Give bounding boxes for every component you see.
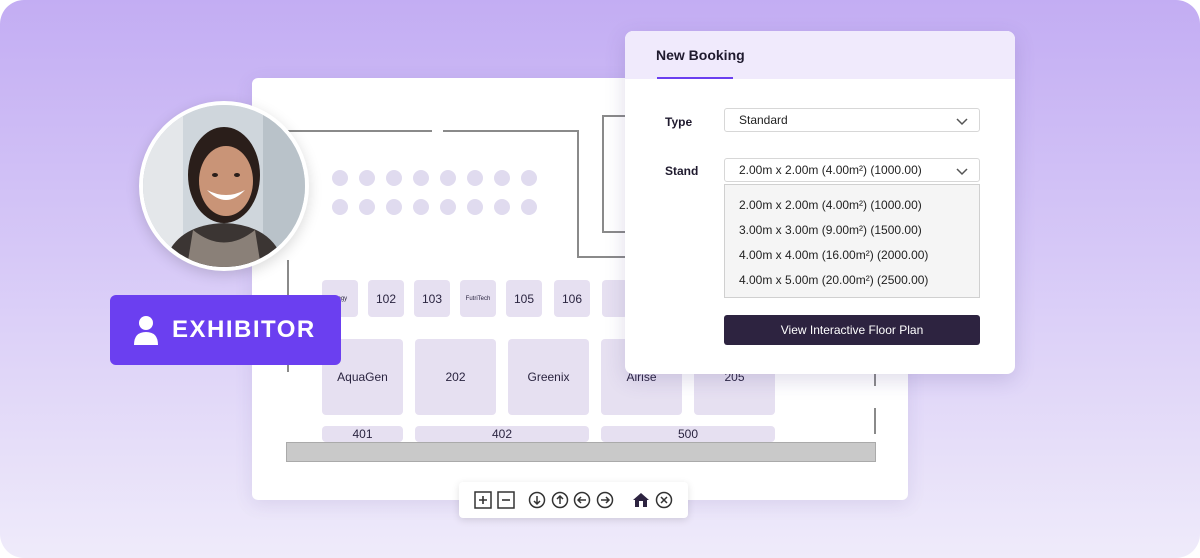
seat bbox=[332, 170, 348, 186]
stand[interactable]: 500 bbox=[601, 426, 775, 442]
dropdown-option[interactable]: 4.00m x 5.00m (20.00m²) (2500.00) bbox=[739, 273, 929, 287]
pan-right-icon[interactable] bbox=[596, 491, 614, 509]
seat bbox=[521, 199, 537, 215]
stand[interactable] bbox=[602, 280, 628, 317]
seat bbox=[359, 170, 375, 186]
seat bbox=[467, 170, 483, 186]
user-icon bbox=[134, 316, 158, 345]
active-tab-indicator bbox=[657, 77, 733, 79]
seat bbox=[440, 170, 456, 186]
stand[interactable]: 106 bbox=[554, 280, 590, 317]
new-booking-panel: New Booking Type Standard Stand 2.00m x … bbox=[625, 31, 1015, 374]
seat bbox=[413, 170, 429, 186]
stand[interactable]: 202 bbox=[415, 339, 496, 415]
type-label: Type bbox=[665, 115, 693, 129]
stand-select[interactable]: 2.00m x 2.00m (4.00m²) (1000.00) bbox=[724, 158, 980, 182]
dropdown-option[interactable]: 4.00m x 4.00m (16.00m²) (2000.00) bbox=[739, 248, 929, 262]
chevron-down-icon bbox=[956, 118, 968, 126]
seat bbox=[359, 199, 375, 215]
seat bbox=[440, 199, 456, 215]
pan-left-icon[interactable] bbox=[573, 491, 591, 509]
panel-header: New Booking bbox=[625, 31, 1015, 79]
wall bbox=[286, 130, 432, 132]
seat bbox=[467, 199, 483, 215]
stand-label: Stand bbox=[665, 164, 699, 178]
chevron-down-icon bbox=[956, 168, 968, 176]
person-photo-icon bbox=[143, 105, 305, 267]
seat bbox=[332, 199, 348, 215]
wall bbox=[874, 368, 876, 386]
stand-select-value: 2.00m x 2.00m (4.00m²) (1000.00) bbox=[739, 163, 922, 177]
seat bbox=[413, 199, 429, 215]
stand[interactable]: 103 bbox=[414, 280, 450, 317]
type-select[interactable]: Standard bbox=[724, 108, 980, 132]
seat bbox=[494, 170, 510, 186]
stand[interactable]: 102 bbox=[368, 280, 404, 317]
pan-down-icon[interactable] bbox=[528, 491, 546, 509]
stand[interactable]: Greenix bbox=[508, 339, 589, 415]
seat bbox=[521, 170, 537, 186]
wall bbox=[577, 130, 579, 258]
stand-dropdown: 2.00m x 2.00m (4.00m²) (1000.00) 3.00m x… bbox=[724, 184, 980, 298]
dropdown-option[interactable]: 2.00m x 2.00m (4.00m²) (1000.00) bbox=[739, 198, 922, 212]
stand[interactable]: 105 bbox=[506, 280, 542, 317]
map-toolbar bbox=[459, 482, 688, 518]
exhibitor-label: EXHIBITOR bbox=[172, 316, 316, 343]
stand[interactable]: 402 bbox=[415, 426, 589, 442]
corridor-bar bbox=[286, 442, 876, 462]
wall bbox=[443, 130, 579, 132]
home-icon[interactable] bbox=[632, 491, 650, 509]
view-floor-plan-button[interactable]: View Interactive Floor Plan bbox=[724, 315, 980, 345]
dropdown-option[interactable]: 3.00m x 3.00m (9.00m²) (1500.00) bbox=[739, 223, 922, 237]
close-icon[interactable] bbox=[655, 491, 673, 509]
seat bbox=[386, 170, 402, 186]
pan-up-icon[interactable] bbox=[551, 491, 569, 509]
zoom-out-icon[interactable] bbox=[497, 491, 515, 509]
wall bbox=[602, 115, 626, 117]
stand[interactable]: FutriTech bbox=[460, 280, 496, 317]
seat bbox=[386, 199, 402, 215]
wall bbox=[602, 115, 604, 233]
seat bbox=[494, 199, 510, 215]
exhibitor-badge: EXHIBITOR bbox=[110, 295, 341, 365]
wall bbox=[602, 231, 626, 233]
exhibitor-avatar bbox=[139, 101, 309, 271]
wall bbox=[579, 256, 659, 258]
zoom-in-icon[interactable] bbox=[474, 491, 492, 509]
stand[interactable]: 401 bbox=[322, 426, 403, 442]
wall bbox=[874, 408, 876, 434]
tab-new-booking[interactable]: New Booking bbox=[656, 47, 745, 63]
type-select-value: Standard bbox=[739, 113, 788, 127]
